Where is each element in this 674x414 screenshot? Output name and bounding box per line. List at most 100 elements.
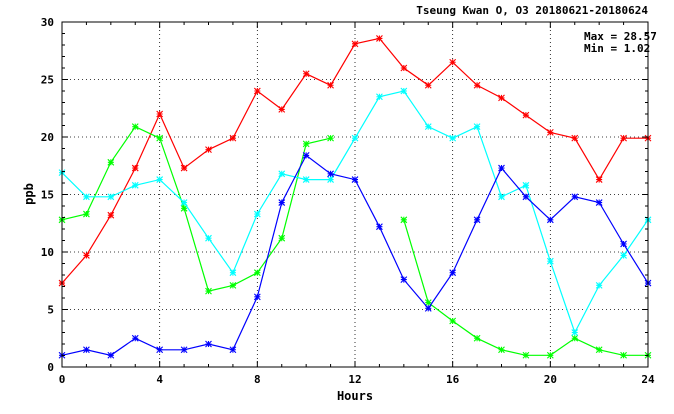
data-point [376,35,383,42]
data-point [546,129,554,136]
data-point [424,123,432,131]
max-value-label: Max = 28.57 [584,30,657,43]
data-point [473,334,481,342]
point-marker [253,210,261,218]
point-marker [424,304,432,312]
data-point [351,176,359,183]
point-marker [546,351,554,359]
y-tick-label: 25 [41,74,54,87]
data-point [522,351,530,359]
data-point [229,134,237,142]
data-point [156,176,164,183]
tick-layer: 0 4 8 12 16 20 24 0 5 10 15 20 25 30 [41,16,655,386]
point-marker [449,134,457,142]
data-point [302,70,310,78]
data-point [229,346,237,354]
data-point [131,164,139,172]
data-point [522,193,530,201]
point-marker [302,70,310,78]
data-point [253,210,261,218]
data-point [278,106,286,113]
data-point [449,134,457,142]
point-marker [620,351,627,359]
data-point [424,81,432,89]
data-point [546,216,554,224]
point-marker [498,346,505,354]
data-point [131,181,139,189]
point-marker [229,281,237,289]
point-marker [449,317,457,325]
point-marker [595,176,603,183]
data-point [278,234,286,242]
data-point [473,216,481,224]
point-marker [107,351,115,359]
point-marker [327,170,334,178]
data-point [424,299,432,306]
data-point [595,346,603,354]
point-marker [302,176,310,183]
point-marker [180,164,188,172]
point-marker [205,340,212,348]
point-marker [400,276,408,283]
data-point [400,87,408,95]
data-point [473,81,481,89]
point-marker [522,351,530,359]
min-value-label: Min = 1.02 [584,42,650,55]
data-point [546,257,554,265]
point-marker [376,93,383,101]
x-axis-title: Hours [337,389,373,403]
data-point [229,269,237,277]
point-marker [278,199,286,206]
data-point [473,123,481,131]
point-marker [571,134,579,142]
point-marker [595,199,603,206]
grid-layer [62,22,648,367]
point-marker [156,134,164,142]
point-marker [83,252,90,259]
data-point [180,199,188,206]
data-point [205,146,212,154]
point-marker [571,334,579,342]
point-marker [180,346,188,354]
data-point [302,176,310,183]
x-tick-label: 8 [254,373,261,386]
data-point [327,176,334,183]
data-point [424,304,432,312]
point-marker [522,111,530,119]
point-marker [376,35,383,42]
point-marker [620,252,627,259]
data-point [302,152,310,159]
point-marker [376,223,383,231]
point-marker [498,193,505,201]
data-point [351,134,359,142]
point-marker [595,346,603,354]
point-marker [327,134,334,142]
point-marker [302,152,310,159]
point-marker [400,87,408,95]
point-marker [156,110,164,118]
data-point [205,340,212,348]
x-tick-label: 24 [641,373,655,386]
point-marker [156,176,164,183]
data-point [498,164,505,172]
data-point [278,170,286,178]
y-tick-label: 5 [47,304,54,317]
data-point [498,94,505,102]
data-point [253,269,261,277]
data-point [571,193,579,201]
data-point [498,346,505,354]
point-marker [131,123,139,131]
point-marker [595,281,603,289]
data-point [131,123,139,131]
point-marker [180,204,188,212]
data-point [107,158,115,166]
point-marker [351,134,359,142]
point-marker [351,176,359,183]
point-marker [205,234,212,242]
data-point [449,317,457,325]
x-tick-label: 16 [446,373,460,386]
data-point [449,269,457,277]
x-tick-label: 20 [544,373,557,386]
